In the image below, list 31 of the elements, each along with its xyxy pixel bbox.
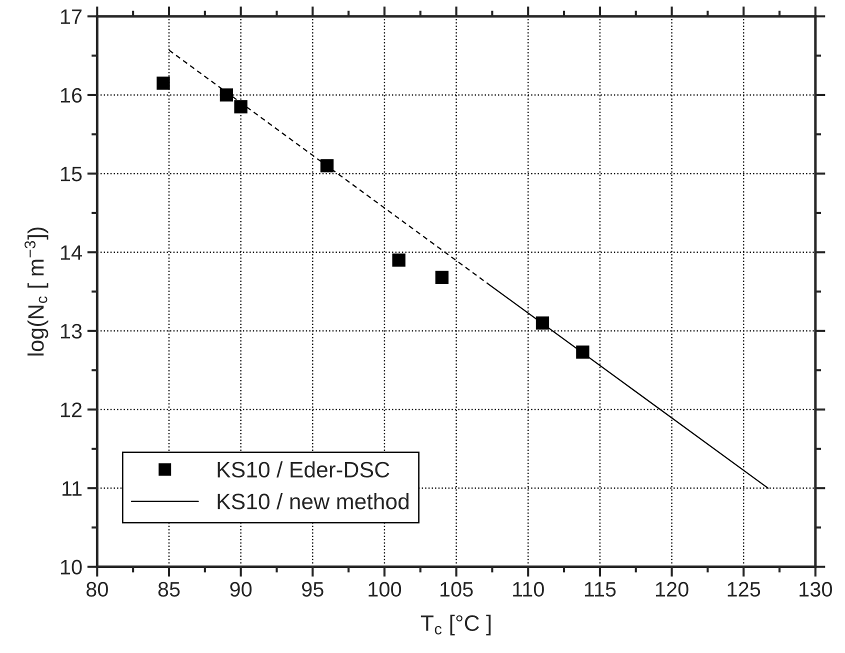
y-tick-label: 15	[61, 166, 82, 182]
y-axis-title: log(N$_{c}$ [ m$^{−3}$])	[24, 228, 48, 356]
x-tick-label: 110	[513, 582, 544, 597]
x-tick-label: 85	[158, 582, 180, 597]
y-tick-label: 14	[61, 245, 82, 260]
point	[435, 270, 449, 284]
point	[234, 100, 248, 114]
x-tick-label: 125	[728, 582, 760, 597]
x-tick-label: 80	[86, 582, 108, 597]
point	[392, 254, 406, 267]
x-tick-label: 95	[302, 582, 324, 597]
y-tick-label: 17	[61, 10, 82, 24]
legend-label: KS10 / Eder-DSC	[218, 461, 390, 478]
legend-label: KS10 / new method	[218, 493, 408, 510]
y-tick-label: 16	[61, 88, 82, 103]
y-tick-label: 12	[61, 402, 82, 418]
x-tick-label: 115	[584, 582, 616, 597]
y-tick-label: 13	[61, 324, 82, 339]
x-tick-label: 100	[368, 582, 402, 597]
x-tick-label: 130	[800, 582, 832, 597]
x-tick-label: 120	[656, 582, 688, 597]
point	[156, 76, 170, 90]
point	[320, 159, 334, 172]
point	[576, 346, 590, 359]
x-tick-label: 105	[440, 582, 473, 597]
point	[220, 88, 234, 102]
x-tick-label: 90	[230, 582, 252, 597]
y-tick-label: 10	[61, 560, 82, 575]
point	[536, 316, 550, 330]
x-axis-title: T$_{c}$ [°C ]	[420, 614, 491, 636]
y-tick-label: 11	[62, 481, 82, 496]
